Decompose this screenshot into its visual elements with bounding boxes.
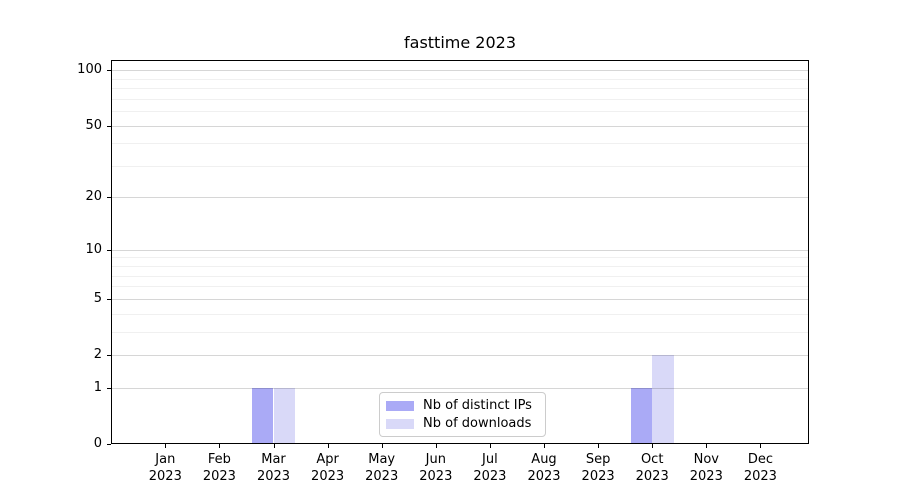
chart-title: fasttime 2023	[404, 33, 516, 52]
gridline-minor	[111, 111, 809, 112]
x-tick-label-nov: Nov 2023	[689, 452, 723, 484]
legend-swatch-distinct-ips	[386, 400, 414, 411]
gridline-major	[111, 125, 809, 127]
y-tick-mark	[107, 197, 111, 199]
y-tick-mark	[107, 70, 111, 72]
gridline-minor	[111, 331, 809, 333]
gridline-minor	[111, 78, 809, 80]
gridline-major	[111, 70, 809, 72]
x-tick-label-may: May 2023	[365, 452, 399, 484]
x-tick-mark	[760, 444, 762, 448]
gridline-major	[111, 298, 809, 300]
y-tick-label: 10	[85, 241, 102, 257]
y-tick-label: 20	[85, 189, 102, 205]
gridline-major	[111, 249, 809, 251]
gridline-minor	[111, 286, 809, 288]
legend-label-downloads: Nb of downloads	[423, 416, 532, 431]
x-tick-label-aug: Aug 2023	[527, 452, 561, 484]
gridline-minor	[111, 88, 809, 90]
x-tick-mark	[273, 444, 275, 448]
x-tick-label-jan: Jan 2023	[148, 452, 182, 484]
x-tick-label-oct: Oct 2023	[635, 452, 669, 484]
y-tick-mark	[107, 355, 111, 356]
gridline-minor	[111, 257, 809, 259]
gridline-minor	[111, 143, 809, 145]
y-tick-mark	[107, 444, 111, 445]
x-tick-mark	[381, 444, 383, 448]
gridline-minor	[111, 275, 809, 277]
gridline-minor	[111, 313, 809, 315]
gridline-major	[111, 355, 809, 356]
x-tick-mark	[598, 444, 600, 448]
x-tick-label-sep: Sep 2023	[581, 452, 615, 484]
gridline-minor	[111, 266, 809, 268]
x-tick-label-jun: Jun 2023	[419, 452, 453, 484]
legend-item-downloads: Nb of downloads	[386, 416, 545, 431]
gridline-major	[111, 387, 809, 389]
y-tick-mark	[107, 249, 111, 251]
x-tick-label-jul: Jul 2023	[473, 452, 507, 484]
y-tick-mark	[107, 387, 111, 389]
y-tick-mark	[107, 298, 111, 300]
x-tick-mark	[435, 444, 437, 448]
gridline-minor	[111, 165, 809, 167]
bar-distinct-ips-oct	[630, 387, 653, 444]
x-tick-mark	[706, 444, 708, 448]
y-tick-label: 2	[93, 347, 102, 362]
legend: Nb of distinct IPs Nb of downloads	[379, 392, 546, 437]
bar-downloads-oct	[652, 355, 674, 444]
plot-area	[111, 60, 809, 444]
x-tick-label-dec: Dec 2023	[743, 452, 777, 484]
y-tick-label: 100	[77, 62, 102, 78]
legend-item-distinct-ips: Nb of distinct IPs	[386, 398, 545, 413]
legend-swatch-downloads	[386, 418, 414, 429]
x-tick-label-feb: Feb 2023	[202, 452, 236, 484]
legend-label-distinct-ips: Nb of distinct IPs	[423, 398, 532, 413]
x-tick-mark	[219, 444, 221, 448]
y-tick-label: 5	[93, 290, 102, 306]
gridline-major	[111, 197, 809, 199]
x-tick-mark	[489, 444, 491, 448]
y-tick-mark	[107, 125, 111, 127]
bar-downloads-mar	[273, 387, 296, 444]
y-tick-label: 50	[85, 117, 102, 133]
x-tick-label-apr: Apr 2023	[311, 452, 345, 484]
y-tick-label: 1	[93, 379, 102, 395]
gridline-minor	[111, 98, 809, 100]
x-tick-mark	[327, 444, 329, 448]
x-tick-mark	[165, 444, 167, 448]
x-tick-mark	[544, 444, 545, 448]
x-tick-mark	[652, 444, 654, 448]
x-tick-label-mar: Mar 2023	[256, 452, 291, 484]
plot-frame	[111, 60, 809, 444]
y-tick-label: 0	[93, 436, 102, 451]
bar-distinct-ips-mar	[251, 387, 274, 444]
